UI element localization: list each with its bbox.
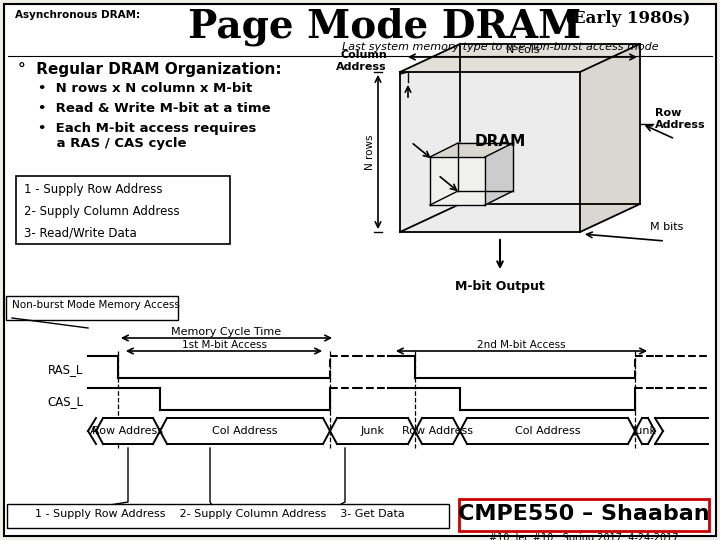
Polygon shape: [330, 418, 415, 444]
Text: (Early 1980s): (Early 1980s): [565, 10, 690, 27]
Text: •  Each M-bit access requires
    a RAS / CAS cycle: • Each M-bit access requires a RAS / CAS…: [38, 122, 256, 150]
Text: •  N rows x N column x M-bit: • N rows x N column x M-bit: [38, 82, 252, 95]
Text: Row
Address: Row Address: [655, 108, 706, 130]
Text: N cols: N cols: [505, 45, 539, 55]
Polygon shape: [635, 418, 655, 444]
Text: Page Mode DRAM: Page Mode DRAM: [189, 7, 582, 45]
Polygon shape: [400, 44, 640, 72]
Text: Column
Address: Column Address: [336, 50, 387, 72]
Text: RAS_L: RAS_L: [48, 363, 83, 376]
FancyBboxPatch shape: [4, 4, 716, 536]
Text: Last system memory type to use non-burst access mode: Last system memory type to use non-burst…: [342, 42, 658, 52]
Text: M bits: M bits: [650, 222, 683, 232]
Text: Memory Cycle Time: Memory Cycle Time: [171, 327, 282, 337]
Polygon shape: [96, 418, 160, 444]
Polygon shape: [400, 72, 580, 232]
Text: 2nd M-bit Access: 2nd M-bit Access: [477, 340, 566, 350]
Text: 1st M-bit Access: 1st M-bit Access: [181, 340, 266, 350]
Text: CAS_L: CAS_L: [47, 395, 83, 408]
Text: Row Address: Row Address: [92, 426, 163, 436]
Polygon shape: [430, 157, 485, 205]
Text: #10  lec #10   Spring 2017  4-24-2017: #10 lec #10 Spring 2017 4-24-2017: [490, 533, 679, 540]
Text: Col Address: Col Address: [515, 426, 580, 436]
Text: 1 - Supply Row Address
2- Supply Column Address
3- Read/Write Data: 1 - Supply Row Address 2- Supply Column …: [24, 183, 179, 240]
Text: CMPE550 – Shaaban: CMPE550 – Shaaban: [458, 504, 710, 524]
Text: Row Address: Row Address: [402, 426, 473, 436]
Text: DRAM: DRAM: [474, 134, 526, 150]
Polygon shape: [160, 418, 330, 444]
Text: •  Read & Write M-bit at a time: • Read & Write M-bit at a time: [38, 102, 271, 115]
Text: °  Regular DRAM Organization:: ° Regular DRAM Organization:: [18, 62, 282, 77]
Polygon shape: [415, 418, 460, 444]
FancyBboxPatch shape: [459, 499, 709, 531]
Text: Asynchronous DRAM:: Asynchronous DRAM:: [15, 10, 140, 20]
Text: N rows: N rows: [365, 134, 375, 170]
Text: Col Address: Col Address: [212, 426, 278, 436]
Polygon shape: [430, 143, 513, 157]
FancyBboxPatch shape: [6, 296, 178, 320]
Polygon shape: [580, 44, 640, 232]
Text: A: A: [90, 426, 98, 436]
FancyBboxPatch shape: [16, 176, 230, 244]
Text: M-bit Output: M-bit Output: [455, 280, 545, 293]
Polygon shape: [485, 143, 513, 205]
Text: 1 - Supply Row Address    2- Supply Column Address    3- Get Data: 1 - Supply Row Address 2- Supply Column …: [35, 509, 405, 519]
Polygon shape: [460, 418, 635, 444]
Text: Junk: Junk: [633, 426, 657, 436]
Text: Junk: Junk: [361, 426, 384, 436]
Text: Non-burst Mode Memory Access: Non-burst Mode Memory Access: [12, 300, 180, 310]
FancyBboxPatch shape: [7, 504, 449, 528]
